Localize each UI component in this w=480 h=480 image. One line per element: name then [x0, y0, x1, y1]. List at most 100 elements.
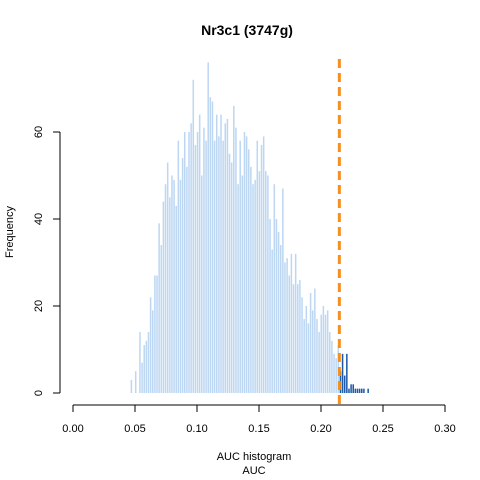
y-tick-label: 40	[33, 213, 45, 225]
histogram-bar	[352, 384, 354, 393]
histogram-bar	[241, 175, 244, 393]
histogram-bar	[331, 340, 333, 393]
histogram-bar	[233, 105, 235, 394]
histogram-bar	[188, 132, 190, 393]
histogram-bar	[239, 140, 241, 393]
histogram-bar	[230, 162, 233, 393]
histogram-bar	[192, 79, 195, 394]
x-tick-label: 0.10	[186, 423, 207, 435]
histogram-bar	[284, 262, 286, 393]
histogram-bar	[358, 388, 361, 393]
histogram-bar	[341, 353, 344, 393]
x-tick-label: 0.20	[310, 423, 331, 435]
histogram-bar	[205, 140, 207, 393]
histogram-bar	[183, 132, 186, 393]
x-tick-label: 0.30	[434, 423, 455, 435]
histogram-bar	[243, 132, 246, 393]
histogram-bar	[235, 127, 237, 394]
x-tick-label: 0.00	[62, 423, 83, 435]
histogram-bar	[318, 332, 320, 393]
histogram-bar	[314, 288, 316, 393]
histogram-bar	[303, 319, 305, 393]
histogram-bar	[311, 310, 314, 393]
histogram-bar	[173, 179, 175, 393]
y-tick-label: 0	[33, 390, 45, 396]
histogram-bar	[294, 253, 297, 393]
histogram-bar	[151, 310, 154, 393]
histogram-bar	[354, 388, 357, 393]
histogram-bar	[207, 62, 209, 394]
histogram-bar	[356, 388, 359, 393]
histogram-bar	[160, 245, 163, 393]
x-tick-label: 0.25	[372, 423, 393, 435]
histogram-bar	[247, 149, 250, 393]
histogram-bar	[326, 310, 329, 393]
histogram-bar	[224, 123, 227, 394]
histogram-bar	[186, 166, 188, 393]
histogram-bar	[171, 175, 173, 393]
histogram-bar	[343, 375, 346, 393]
histogram-bar	[164, 184, 167, 393]
histogram-bar	[252, 184, 254, 393]
histogram-bar	[162, 201, 165, 393]
histogram-bar	[203, 127, 205, 394]
histogram-bar	[156, 275, 158, 393]
histogram-bar	[299, 279, 301, 393]
histogram-bar	[143, 345, 145, 393]
histogram-bar	[301, 297, 303, 393]
histogram-bar	[335, 358, 337, 393]
histogram-bar	[277, 232, 280, 393]
histogram-bar	[348, 388, 350, 393]
histogram-bar	[260, 145, 263, 393]
histogram-bar	[147, 332, 150, 393]
histogram-bar	[134, 371, 137, 393]
histogram-bar	[149, 297, 152, 393]
histogram-bar	[279, 245, 282, 393]
histogram-bar	[329, 332, 331, 393]
x-tick-label: 0.15	[248, 423, 269, 435]
histogram-bar	[215, 114, 218, 393]
x-tick-label: 0.05	[124, 423, 145, 435]
histogram-bar	[275, 219, 278, 393]
histogram-bar	[209, 97, 212, 393]
histogram-bar	[258, 171, 261, 393]
histogram-bar	[254, 179, 256, 393]
histogram-bar	[145, 340, 148, 393]
histogram-bar	[177, 140, 180, 393]
histogram-bar	[363, 388, 365, 393]
histogram-bar	[265, 171, 267, 393]
histogram-bar	[211, 101, 214, 394]
histogram-bar	[367, 388, 369, 393]
histogram-bar	[181, 158, 184, 393]
histogram-bars	[130, 62, 369, 394]
y-tick-label: 60	[33, 126, 45, 138]
histogram-bar	[169, 197, 171, 393]
histogram-bar	[292, 284, 295, 393]
x-axis-label-line2: AUC	[242, 465, 265, 477]
histogram-bar	[250, 166, 252, 393]
histogram-bar	[154, 275, 156, 393]
histogram-bar	[361, 388, 363, 393]
histogram-bar	[346, 353, 348, 393]
y-tick-label: 20	[33, 300, 45, 312]
histogram-bar	[130, 379, 133, 393]
histogram-bar	[282, 188, 284, 393]
histogram-bar	[267, 175, 269, 393]
histogram-bar	[139, 332, 141, 393]
x-axis-label-line1: AUC histogram	[217, 451, 292, 463]
histogram-bar	[194, 145, 197, 393]
histogram-bar	[271, 249, 273, 393]
histogram-bar	[220, 114, 222, 393]
chart-title: Nr3c1 (3747g)	[201, 22, 293, 38]
histogram-bar	[290, 253, 293, 393]
histogram-bar	[218, 136, 220, 393]
histogram-bar	[269, 219, 271, 393]
y-axis: 0 20 40 60	[33, 126, 61, 396]
histogram-bar	[320, 314, 323, 393]
histogram-bar	[190, 123, 192, 394]
histogram-bar	[245, 136, 248, 393]
histogram-bar	[307, 323, 310, 393]
histogram-bar	[158, 223, 160, 393]
histogram-bar	[198, 114, 201, 393]
